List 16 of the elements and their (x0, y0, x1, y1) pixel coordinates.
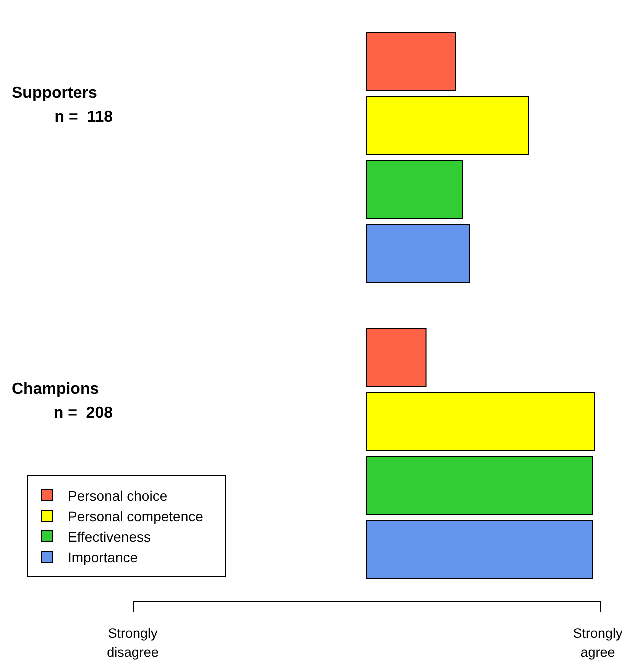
bar (366, 456, 594, 516)
y-tick-label: Champions n = 208 (12, 381, 114, 422)
legend-label: Importance (68, 550, 138, 566)
bar (366, 224, 470, 284)
legend-label: Effectiveness (68, 529, 152, 545)
legend-label: Personal choice (68, 488, 168, 504)
legend-label: Personal competence (68, 508, 204, 524)
bar (366, 392, 596, 452)
bar (366, 32, 456, 92)
bar (366, 160, 464, 220)
text: Strongly disagree (107, 626, 159, 660)
text: Strongly agree (573, 626, 624, 660)
bar (366, 520, 594, 580)
bar (366, 96, 530, 156)
y-tick-label: Supporters n = 118 (12, 85, 114, 126)
bar (366, 328, 427, 388)
